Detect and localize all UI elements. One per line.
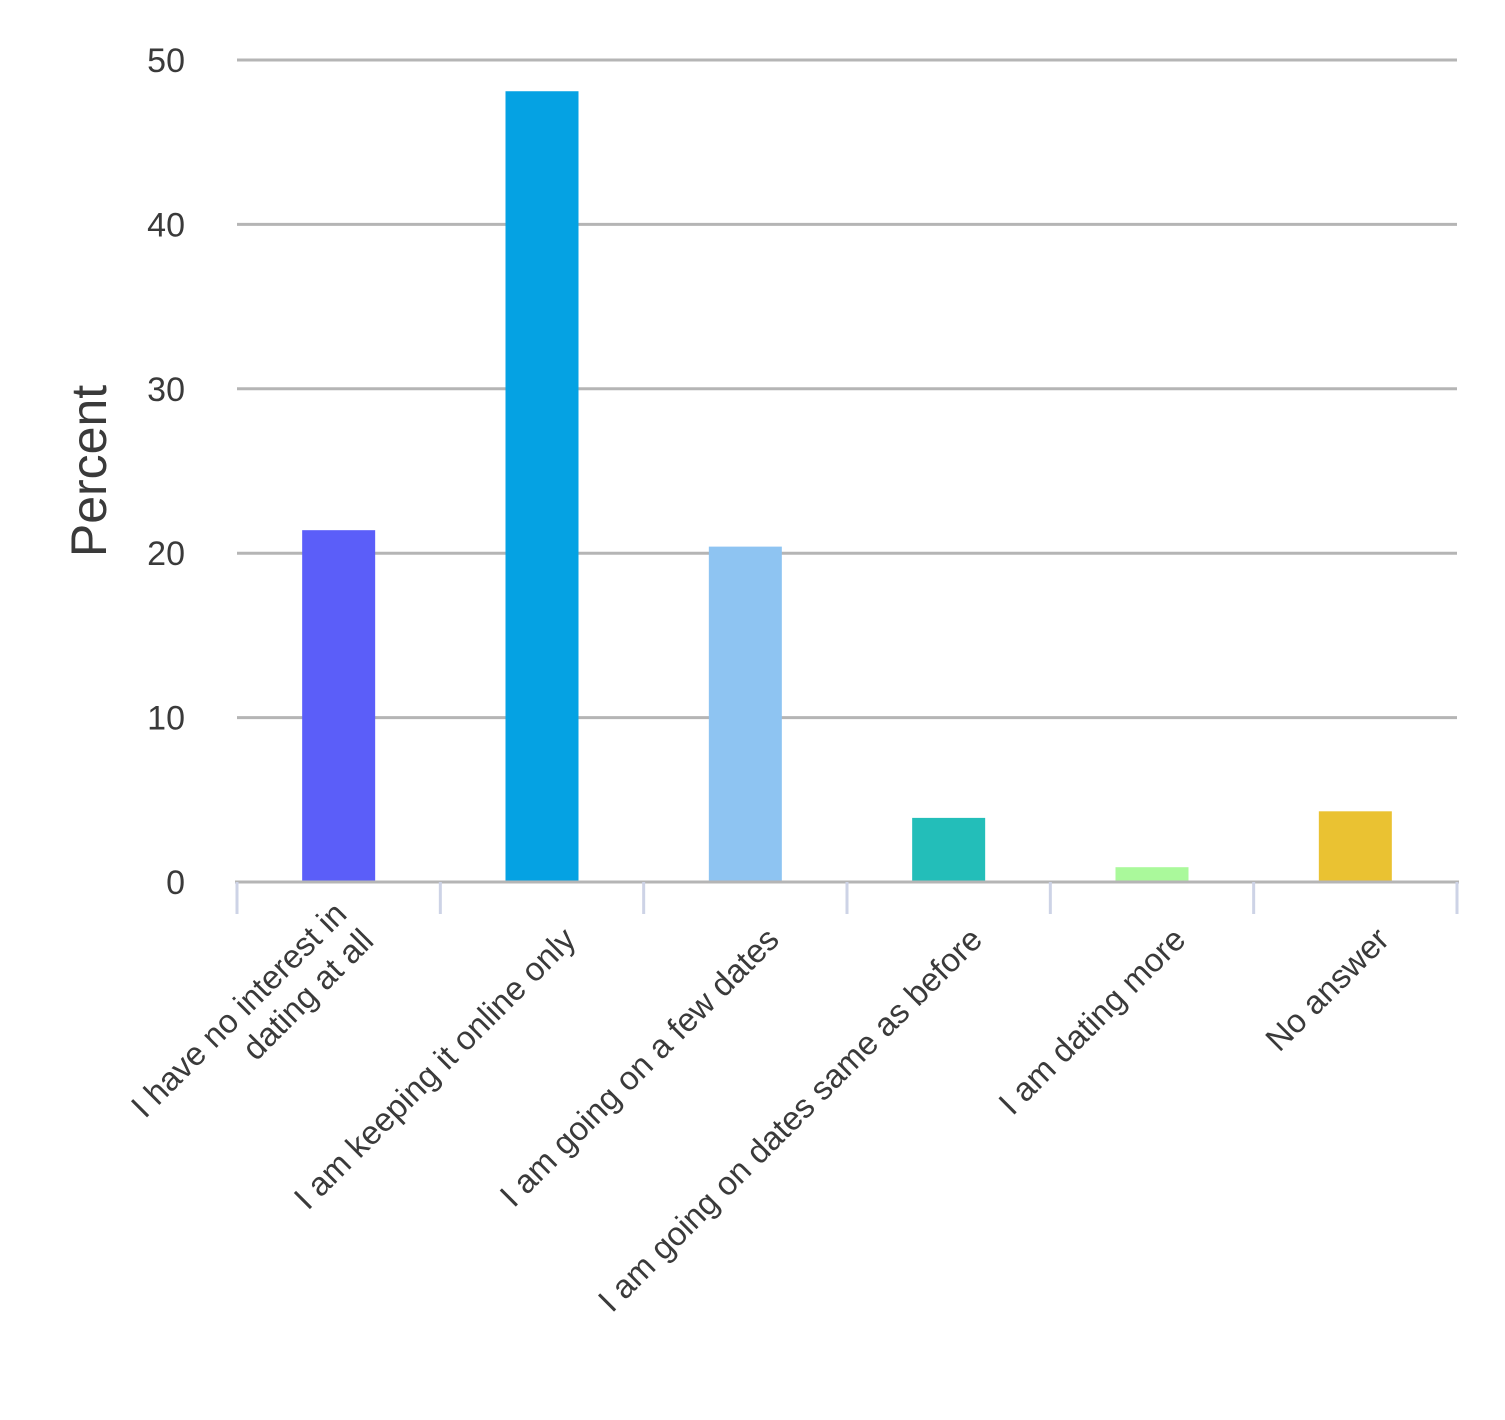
x-tick-label: No answer: [1258, 920, 1396, 1058]
bar: [1115, 867, 1189, 882]
x-tick-label-line: I am dating more: [991, 920, 1192, 1121]
x-tick-label: I am dating more: [991, 920, 1192, 1121]
bar: [912, 817, 986, 882]
x-tick-label: I have no interest indating at all: [124, 895, 381, 1152]
x-tick-label-line: I am going on dates same as before: [591, 920, 989, 1318]
y-tick-label: 10: [147, 700, 185, 738]
y-tick-label: 30: [147, 371, 185, 409]
x-tick-label: I am going on dates same as before: [591, 920, 989, 1318]
bar: [302, 530, 376, 882]
y-tick-label: 40: [147, 206, 185, 244]
y-axis-label: Percent: [61, 385, 117, 557]
x-tick-label-line: No answer: [1258, 920, 1396, 1058]
y-tick-label: 50: [147, 42, 185, 80]
bar: [1318, 811, 1392, 882]
y-tick-label: 20: [147, 535, 185, 573]
bar: [708, 546, 782, 882]
y-tick-label: 0: [166, 864, 185, 902]
x-tick-label-line: I have no interest in: [124, 895, 354, 1125]
bar: [505, 91, 579, 882]
